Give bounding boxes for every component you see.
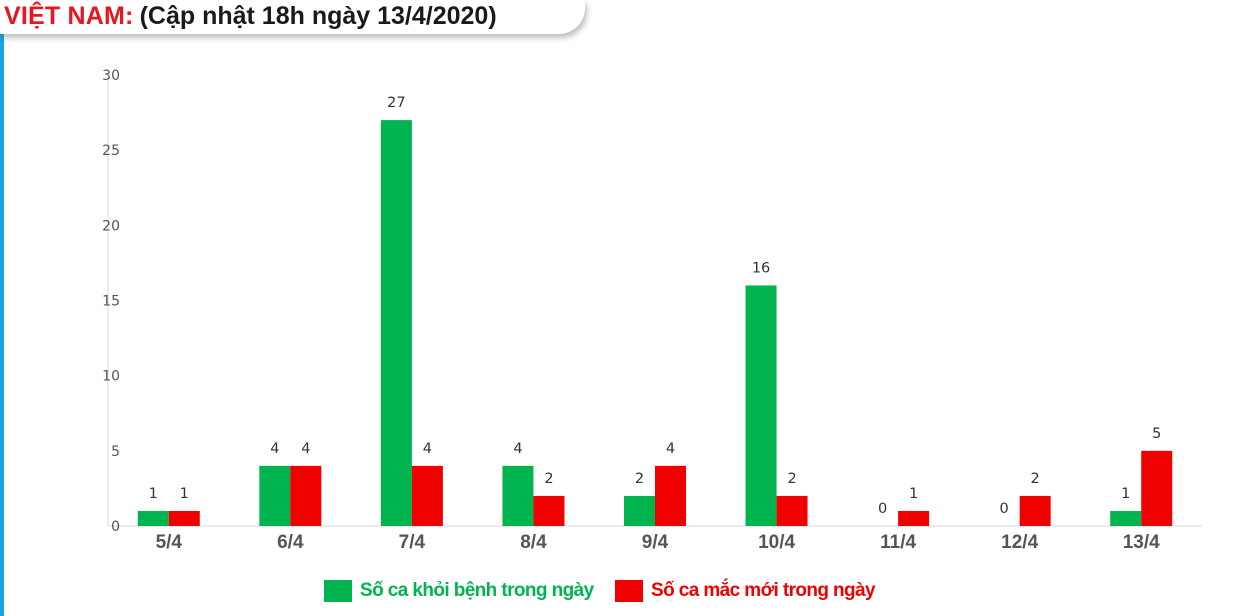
data-label-recovered: 16 <box>752 260 770 276</box>
bar-recovered <box>259 465 291 526</box>
bar-new-cases <box>898 510 930 526</box>
bar-new-cases <box>1019 495 1051 526</box>
bar-recovered <box>380 120 412 526</box>
x-axis-labels: 5/4 6/4 7/4 8/4 9/4 10/4 11/4 12/4 13/4 <box>156 532 1161 553</box>
legend-item-recovered: Số ca khỏi bệnh trong ngày <box>324 578 594 604</box>
x-category-label: 9/4 <box>642 532 669 553</box>
x-category-label: 11/4 <box>880 532 916 553</box>
left-accent-rule <box>0 30 4 616</box>
bar-new-cases <box>533 495 565 526</box>
data-label-new-cases: 2 <box>1031 471 1040 487</box>
chart-title: VIỆT NAM: (Cập nhật 18h ngày 13/4/2020) <box>4 0 497 33</box>
data-label-recovered: 1 <box>149 486 158 502</box>
data-label-new-cases: 4 <box>423 441 432 457</box>
data-label-recovered: 0 <box>878 501 887 517</box>
data-label-new-cases: 2 <box>787 471 796 487</box>
x-category-label: 13/4 <box>1123 532 1160 553</box>
data-label-recovered: 4 <box>513 441 522 457</box>
bar-new-cases <box>290 465 322 526</box>
bar-new-cases <box>168 510 200 526</box>
data-label-new-cases: 1 <box>180 486 189 502</box>
bar-recovered <box>1110 510 1142 526</box>
data-labels-group: 1 1 4 4 27 4 4 2 2 4 16 2 0 1 0 2 1 5 <box>149 95 1162 517</box>
y-tick-label: 0 <box>111 519 120 535</box>
data-label-recovered: 2 <box>635 471 644 487</box>
legend-label-recovered: Số ca khỏi bệnh trong ngày <box>360 580 594 601</box>
legend-item-new-cases: Số ca mắc mới trong ngày <box>615 578 876 604</box>
country-label: VIỆT NAM: <box>4 2 134 30</box>
bar-new-cases <box>655 465 686 526</box>
x-category-label: 10/4 <box>758 532 795 553</box>
x-category-label: 12/4 <box>1001 532 1038 553</box>
data-label-new-cases: 4 <box>666 441 675 457</box>
x-category-label: 8/4 <box>520 532 547 553</box>
update-timestamp: (Cập nhật 18h ngày 13/4/2020) <box>139 2 497 30</box>
legend-swatch-new-cases <box>615 580 643 602</box>
bar-new-cases <box>1141 450 1173 526</box>
y-tick-label: 10 <box>102 369 120 385</box>
x-category-label: 7/4 <box>399 532 426 553</box>
legend-swatch-recovered <box>324 580 352 602</box>
y-tick-label: 30 <box>102 68 120 84</box>
header-banner: VIỆT NAM: (Cập nhật 18h ngày 13/4/2020) <box>0 0 585 34</box>
data-label-recovered: 1 <box>1121 486 1130 502</box>
bar-new-cases <box>411 465 443 526</box>
data-label-recovered: 27 <box>387 95 405 111</box>
x-category-label: 5/4 <box>156 532 183 553</box>
data-label-new-cases: 2 <box>544 471 553 487</box>
bar-recovered <box>137 510 169 526</box>
y-tick-label: 25 <box>102 143 120 159</box>
y-tick-label: 5 <box>111 444 120 460</box>
data-label-recovered: 4 <box>270 441 279 457</box>
x-category-label: 6/4 <box>277 532 304 553</box>
bar-recovered <box>502 465 534 526</box>
y-axis-ticks: 0 5 10 15 20 25 30 <box>102 68 120 535</box>
data-label-new-cases: 5 <box>1152 426 1161 442</box>
bars-group <box>137 120 1173 526</box>
y-tick-label: 15 <box>102 294 120 310</box>
bar-recovered <box>624 495 655 526</box>
data-label-new-cases: 1 <box>909 486 918 502</box>
y-tick-label: 20 <box>102 218 120 234</box>
data-label-new-cases: 4 <box>301 441 310 457</box>
legend-label-new-cases: Số ca mắc mới trong ngày <box>651 580 876 601</box>
bar-new-cases <box>776 495 808 526</box>
bar-recovered <box>745 285 777 526</box>
data-label-recovered: 0 <box>1000 501 1009 517</box>
